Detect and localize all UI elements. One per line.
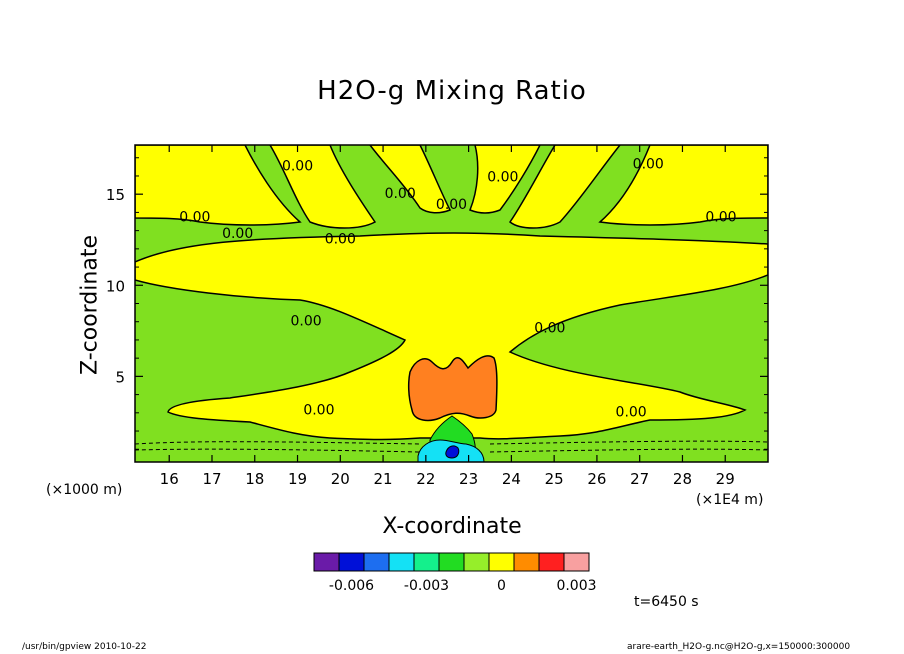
colorbar-swatch (338, 552, 365, 572)
y-tick-label: 5 (115, 368, 125, 386)
colorbar-swatch (413, 552, 440, 572)
contour-field (135, 145, 768, 462)
x-tick-label: 22 (416, 470, 435, 488)
blue-region (445, 445, 460, 459)
contour-label: 0.00 (633, 157, 664, 173)
colorbar-swatch (538, 552, 565, 572)
yellow-region-upper-6 (598, 145, 768, 226)
colorbar-swatch (388, 552, 415, 572)
colorbar-swatch (463, 552, 490, 572)
chart-title: H2O-g Mixing Ratio (317, 76, 587, 106)
x-tick-label: 23 (459, 470, 478, 488)
contour-label: 0.00 (436, 197, 467, 213)
x-unit-right: (×1E4 m) (696, 492, 764, 508)
colorbar-swatch (563, 552, 590, 572)
x-axis-ticks: 16 17 18 19 20 21 22 23 24 25 26 27 28 29 (160, 145, 735, 488)
x-tick-label: 20 (331, 470, 350, 488)
colorbar-swatch (438, 552, 465, 572)
yellow-region-upper-5 (508, 145, 621, 229)
x-tick-label: 17 (202, 470, 221, 488)
yellow-region-upper (135, 145, 302, 226)
y-axis-ticks: 5 10 15 (106, 157, 768, 450)
x-tick-label: 26 (587, 470, 606, 488)
orange-region (407, 355, 498, 422)
y-tick-label: 15 (106, 186, 125, 204)
contour-label: 0.00 (705, 210, 736, 226)
contour-label: 0.00 (290, 313, 321, 329)
yellow-region-main (135, 232, 768, 441)
contour-label: 0.00 (616, 404, 647, 420)
contour-label: 0.00 (487, 169, 518, 185)
x-tick-label: 16 (160, 470, 179, 488)
contour-label: 0.00 (325, 231, 356, 247)
x-unit-left: (×1000 m) (46, 482, 123, 498)
contour-label: 0.00 (282, 159, 313, 175)
contour-labels: 0.00 0.00 0.00 0.00 0.00 0.00 0.00 0.00 0.00 0.00… (179, 157, 736, 421)
x-tick-label: 21 (374, 470, 393, 488)
contour-label: 0.00 (222, 226, 253, 242)
x-tick-label: 29 (716, 470, 735, 488)
footer-right: arare-earth_H2O-g.nc@H2O-g,x=150000:3000… (627, 642, 851, 652)
colorbar-label: 0.003 (556, 578, 596, 594)
x-axis-label: X-coordinate (382, 514, 522, 539)
contour-label: 0.00 (385, 186, 416, 202)
footer-left: /usr/bin/gpview 2010-10-22 (22, 642, 147, 652)
yellow-region-upper-2 (269, 145, 377, 229)
yellow-region-upper-3 (369, 145, 452, 214)
colorbar-swatch (363, 552, 390, 572)
contour-label: 0.00 (303, 403, 334, 419)
x-tick-label: 25 (545, 470, 564, 488)
colorbar: -0.006 -0.003 0 0.003 (313, 552, 597, 594)
colorbar-swatch (513, 552, 540, 572)
colorbar-label: 0 (497, 578, 506, 594)
contour-label: 0.00 (179, 210, 210, 226)
x-tick-label: 18 (245, 470, 264, 488)
colorbar-label: -0.006 (329, 578, 374, 594)
x-tick-label: 24 (502, 470, 521, 488)
y-tick-label: 10 (106, 277, 125, 295)
time-label: t=6450 s (634, 594, 699, 610)
colorbar-label: -0.003 (404, 578, 449, 594)
x-tick-label: 28 (673, 470, 692, 488)
colorbar-swatch (313, 552, 340, 572)
x-tick-label: 27 (630, 470, 649, 488)
yellow-region-upper-4 (469, 145, 541, 214)
dashed-contour-low-2 (135, 448, 768, 453)
colorbar-swatch (488, 552, 515, 572)
contour-label: 0.00 (534, 321, 565, 337)
dashed-contour-low (135, 440, 768, 445)
x-tick-label: 19 (288, 470, 307, 488)
